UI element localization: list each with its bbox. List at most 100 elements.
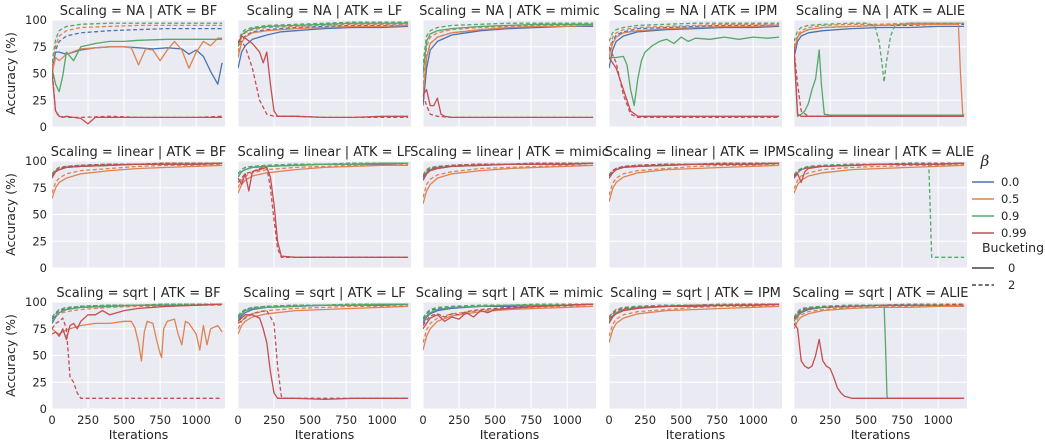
panel-title: Scaling = NA | ATK = BF bbox=[60, 4, 217, 19]
x-tick-label: 0 bbox=[605, 413, 612, 427]
series-line-beta-0.0-bucketing-0 bbox=[609, 25, 780, 69]
series-line-beta-0.0-bucketing-2 bbox=[609, 24, 780, 58]
legend-hue-title: β bbox=[980, 152, 990, 170]
x-tick-label: 0 bbox=[48, 413, 55, 427]
series-line-beta-0.5-bucketing-2 bbox=[794, 304, 965, 326]
x-tick-label: 1000 bbox=[368, 413, 397, 427]
panel: Scaling = NA | ATK = BF 0 25 50 75 100 Accurac… bbox=[3, 4, 225, 134]
series-group bbox=[238, 162, 409, 258]
series-line-beta-0.99-bucketing-2 bbox=[609, 46, 780, 119]
series-line-beta-0.5-bucketing-2 bbox=[609, 163, 780, 196]
panel-title: Scaling = sqrt | ATK = LF bbox=[243, 286, 406, 301]
series-line-beta-0.9-bucketing-2 bbox=[794, 22, 965, 83]
panel-title: Scaling = linear | ATK = BF bbox=[51, 145, 227, 160]
series-line-beta-0.5-bucketing-2 bbox=[52, 163, 223, 194]
series-line-beta-0.5-bucketing-2 bbox=[423, 23, 594, 85]
series-group bbox=[794, 22, 965, 117]
panel: Scaling = NA | ATK = LF bbox=[237, 4, 411, 128]
y-tick-label: 75 bbox=[32, 40, 47, 54]
series-line-beta-0.9-bucketing-2 bbox=[238, 162, 409, 175]
series-group bbox=[52, 303, 223, 399]
y-tick-label: 100 bbox=[25, 295, 47, 309]
panel: Scaling = linear | ATK = IPM bbox=[604, 145, 787, 269]
series-line-beta-0.99-bucketing-0 bbox=[238, 35, 409, 119]
panel: Scaling = sqrt | ATK = LF 0 250 500 750 1000 I… bbox=[234, 286, 411, 442]
x-axis-label: Iterations bbox=[109, 427, 169, 442]
legend-label: 0.99 bbox=[1001, 226, 1027, 240]
y-tick-label: 100 bbox=[25, 154, 47, 168]
series-line-beta-0.5-bucketing-0 bbox=[238, 24, 409, 58]
panel: Scaling = NA | ATK = mimic bbox=[419, 4, 600, 128]
panel: Scaling = linear | ATK = mimic bbox=[410, 145, 609, 269]
series-line-beta-0.5-bucketing-0 bbox=[794, 164, 965, 194]
series-line-beta-0.9-bucketing-2 bbox=[423, 303, 594, 319]
x-tick-label: 500 bbox=[113, 413, 135, 427]
series-line-beta-0.99-bucketing-2 bbox=[423, 303, 594, 326]
panel-title: Scaling = sqrt | ATK = BF bbox=[56, 286, 220, 301]
series-line-beta-0.0-bucketing-2 bbox=[52, 27, 223, 69]
series-line-beta-0.9-bucketing-0 bbox=[423, 23, 594, 74]
series-line-beta-0.5-bucketing-0 bbox=[52, 164, 223, 199]
y-tick-label: 25 bbox=[32, 234, 47, 248]
series-line-beta-0.9-bucketing-2 bbox=[794, 303, 965, 318]
series-line-beta-0.5-bucketing-0 bbox=[423, 164, 594, 204]
series-line-beta-0.99-bucketing-2 bbox=[52, 162, 223, 177]
x-tick-label: 0 bbox=[419, 413, 426, 427]
series-line-beta-0.9-bucketing-2 bbox=[609, 303, 780, 318]
series-line-beta-0.99-bucketing-0 bbox=[794, 323, 965, 399]
series-line-beta-0.5-bucketing-0 bbox=[238, 305, 409, 335]
y-tick-label: 50 bbox=[32, 208, 47, 222]
legend-label: 2 bbox=[1008, 278, 1015, 292]
series-line-beta-0.99-bucketing-2 bbox=[238, 309, 409, 399]
series-line-beta-0.5-bucketing-2 bbox=[794, 22, 965, 47]
series-group bbox=[423, 162, 594, 204]
panel: Scaling = linear | ATK = LF bbox=[237, 145, 412, 269]
x-tick-label: 500 bbox=[299, 413, 321, 427]
series-group bbox=[52, 162, 223, 199]
series-line-beta-0.5-bucketing-0 bbox=[423, 24, 594, 95]
y-tick-label: 75 bbox=[32, 181, 47, 195]
series-line-beta-0.9-bucketing-2 bbox=[238, 303, 409, 317]
legend-label: 0.0 bbox=[1001, 175, 1019, 189]
x-tick-label: 1000 bbox=[924, 413, 953, 427]
x-axis-label: Iterations bbox=[295, 427, 355, 442]
series-line-beta-0.5-bucketing-2 bbox=[238, 23, 409, 53]
series-line-beta-0.99-bucketing-0 bbox=[794, 162, 965, 184]
series-group bbox=[794, 162, 965, 258]
series-line-beta-0.5-bucketing-0 bbox=[609, 24, 780, 58]
x-tick-label: 500 bbox=[855, 413, 877, 427]
panel-title: Scaling = NA | ATK = LF bbox=[247, 4, 403, 19]
panel: Scaling = NA | ATK = ALIE bbox=[793, 4, 967, 128]
y-tick-label: 50 bbox=[32, 67, 47, 81]
series-group bbox=[423, 22, 594, 119]
y-axis-label: Accuracy (%) bbox=[3, 173, 18, 256]
series-line-beta-0.5-bucketing-2 bbox=[52, 24, 223, 69]
series-line-beta-0.5-bucketing-0 bbox=[609, 305, 780, 343]
panel-title: Scaling = NA | ATK = ALIE bbox=[796, 4, 965, 19]
y-tick-label: 0 bbox=[40, 402, 47, 416]
x-tick-label: 500 bbox=[484, 413, 506, 427]
series-group bbox=[609, 303, 780, 343]
y-tick-label: 25 bbox=[32, 375, 47, 389]
x-axis-label: Iterations bbox=[851, 427, 911, 442]
x-tick-label: 1000 bbox=[553, 413, 582, 427]
series-group bbox=[423, 303, 594, 351]
x-tick-label: 500 bbox=[670, 413, 692, 427]
series-line-beta-0.99-bucketing-2 bbox=[423, 94, 594, 119]
series-line-beta-0.5-bucketing-2 bbox=[609, 304, 780, 337]
panel-title: Scaling = NA | ATK = mimic bbox=[419, 4, 600, 19]
panel-title: Scaling = linear | ATK = mimic bbox=[410, 145, 609, 160]
series-line-beta-0.9-bucketing-2 bbox=[609, 22, 780, 42]
x-tick-label: 750 bbox=[335, 413, 357, 427]
series-line-beta-0.9-bucketing-2 bbox=[423, 22, 594, 63]
panel-title: Scaling = sqrt | ATK = mimic bbox=[416, 286, 604, 301]
panel-title: Scaling = linear | ATK = LF bbox=[238, 145, 412, 160]
panel: Scaling = sqrt | ATK = ALIE 0 250 500 750 100… bbox=[790, 286, 968, 442]
panel-title: Scaling = linear | ATK = ALIE bbox=[787, 145, 974, 160]
series-line-beta-0.99-bucketing-2 bbox=[794, 49, 965, 117]
series-line-beta-0.0-bucketing-0 bbox=[423, 25, 594, 106]
x-tick-label: 250 bbox=[77, 413, 99, 427]
series-line-beta-0.5-bucketing-0 bbox=[52, 37, 223, 74]
series-group bbox=[238, 303, 409, 401]
x-tick-label: 250 bbox=[634, 413, 656, 427]
